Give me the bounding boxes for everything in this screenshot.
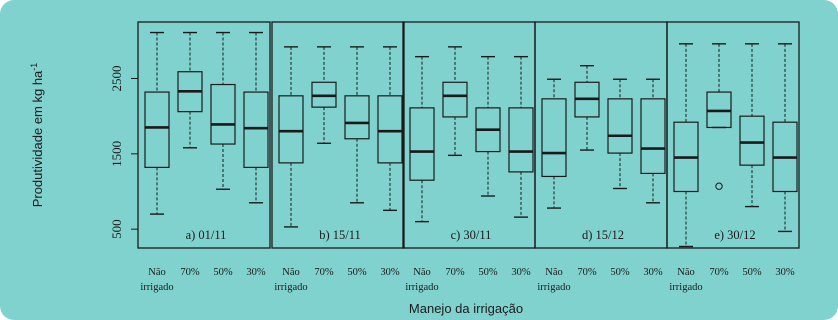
box-5-3 [739,43,765,208]
panel-3: Não irrigado 70% 50% 30% c) 30/11 [402,21,536,293]
category-sublabel: irrigado [537,282,570,293]
y-tick-label: 500 [109,219,124,239]
category-label: 70% [709,267,729,278]
box-3-4 [508,55,534,218]
panel-1: Não irrigado 70% 50% 30% a) 01/11 [137,21,271,293]
x-axis-title: Manejo da irrigação [409,301,523,316]
category-sublabel: irrigado [669,282,702,293]
box-2-2 [311,46,337,144]
panel-frame [666,21,800,249]
category-label: 70% [180,267,200,278]
iqr-box [278,95,304,164]
category-label: 50% [478,267,498,278]
panel-label: b) 15/11 [319,228,361,242]
iqr-box [243,91,269,168]
category-sublabel: irrigado [140,282,173,293]
panel-4: Não irrigado 70% 50% 30% d) 15/12 [534,21,668,293]
outlier-point [715,182,723,190]
iqr-box [377,95,403,164]
box-2-3 [344,46,370,204]
category-sublabel: irrigado [274,282,307,293]
box-5-2 [706,43,732,190]
category-label: 70% [577,267,597,278]
category-label: 70% [445,267,465,278]
y-axis-title: Produtividade em kg ha-1 [29,63,45,208]
iqr-box [344,95,370,140]
box-4-2 [574,64,600,151]
category-label: Não [148,267,166,278]
category-label: Não [677,267,695,278]
iqr-box [607,98,633,154]
box-1-3 [210,31,236,190]
category-label: 70% [314,267,334,278]
box-4-1 [541,78,567,209]
category-label: 50% [213,267,233,278]
category-label: 30% [246,267,266,278]
box-4-3 [607,78,633,190]
y-tick-label: 1500 [109,141,124,167]
category-label: 30% [380,267,400,278]
category-label: Não [413,267,431,278]
category-label: Não [282,267,300,278]
box-3-3 [475,55,501,197]
panel-2: Não irrigado 70% 50% 30% b) 15/11 [271,21,405,293]
panel-frame [402,21,536,249]
iqr-box [739,115,765,166]
category-label: 30% [643,267,663,278]
panel-label: e) 30/12 [714,228,755,242]
panel-frame [534,21,668,249]
category-label: 50% [610,267,630,278]
box-3-1 [409,55,435,223]
y-tick-label: 2500 [109,66,124,92]
iqr-box [508,107,534,173]
iqr-box [144,91,170,168]
box-2-4 [377,46,403,212]
iqr-box [541,98,567,178]
box-5-1 [673,43,699,248]
box-2-1 [278,46,304,228]
box-1-1 [144,31,170,215]
iqr-box [409,107,435,181]
iqr-box [640,98,666,175]
panel-5: Não irrigado 70% 50% 30% e) 30/12 [666,21,800,293]
box-1-4 [243,31,269,204]
category-label: 50% [742,267,762,278]
panel-label: d) 15/12 [582,228,624,242]
box-4-4 [640,78,666,204]
box-5-4 [772,43,798,233]
category-label: 30% [511,267,531,278]
iqr-box [442,81,468,118]
category-label: Não [545,267,563,278]
panel-frame [271,21,405,249]
panel-label: c) 30/11 [451,228,492,242]
panel-frame [137,21,271,249]
category-sublabel: irrigado [405,282,438,293]
box-3-2 [442,46,468,157]
category-label: 30% [775,267,795,278]
category-label: 50% [347,267,367,278]
box-1-2 [177,31,203,149]
panel-label: a) 01/11 [186,228,227,242]
iqr-box [210,83,236,145]
